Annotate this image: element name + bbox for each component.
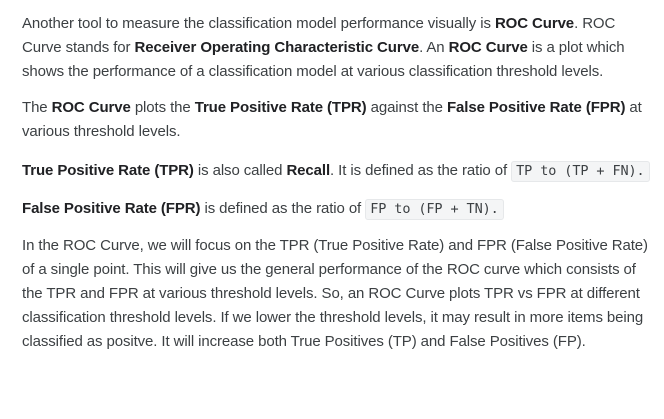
inline-code: TP to (TP + FN). [511,161,650,182]
inline-code: FP to (FP + TN). [365,199,504,220]
text-run: is a plot which shows the performance of… [22,39,625,80]
bold-term: Recall [286,162,331,179]
text-run: . An [419,39,449,56]
paragraph-roc-explanation: In the ROC Curve, we will focus on the T… [22,234,654,354]
text-run: . ROC Curve stands for [22,15,616,56]
text-run: is defined as the ratio of [200,200,366,217]
bold-term: ROC Curve [494,15,575,32]
paragraph-roc-plots: The ROC Curve plots the True Positive Ra… [22,96,654,144]
text-run: The [22,99,52,116]
paragraph-tpr-definition: True Positive Rate (TPR) is also called … [22,159,654,183]
paragraph-fpr-definition: False Positive Rate (FPR) is defined as … [22,197,654,221]
bold-term: False Positive Rate (FPR) [446,99,626,116]
text-run: Another tool to measure the classificati… [22,15,495,32]
article-body: Another tool to measure the classificati… [22,12,654,367]
bold-term: ROC Curve [51,99,131,116]
bold-term: True Positive Rate (TPR) [194,99,367,116]
text-run: at various threshold levels. [22,99,642,140]
text-run: plots the [130,99,195,116]
bold-term: ROC Curve [448,39,528,56]
bold-term: Receiver Operating Characteristic Curve [134,39,420,56]
text-run: . It is defined as the ratio of [330,162,512,179]
bold-term: False Positive Rate (FPR) [22,200,201,217]
bold-term: True Positive Rate (TPR) [22,162,194,179]
text-run: is also called [193,162,287,179]
text-run: In the ROC Curve, we will focus on the T… [22,237,648,350]
paragraph-roc-intro: Another tool to measure the classificati… [22,12,654,84]
text-run: against the [366,99,447,116]
